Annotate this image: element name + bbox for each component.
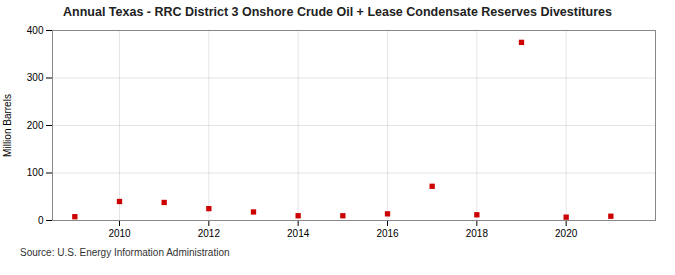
svg-text:300: 300 [27, 72, 44, 83]
svg-text:2012: 2012 [198, 228, 221, 239]
svg-text:100: 100 [27, 167, 44, 178]
html-text:Annual Texas - RRC District 3: Annual Texas - RRC District 3 Onshore Cr… [63, 5, 612, 19]
svg-text:400: 400 [27, 25, 44, 36]
svg-text:200: 200 [27, 120, 44, 131]
svg-text:2016: 2016 [376, 228, 399, 239]
svg-text:2010: 2010 [108, 228, 131, 239]
svg-text:2018: 2018 [466, 228, 489, 239]
svg-text:2014: 2014 [287, 228, 310, 239]
svg-text:0: 0 [38, 215, 44, 226]
svg-text:2020: 2020 [555, 228, 578, 239]
svg-text:Million Barrels: Million Barrels [2, 94, 13, 157]
html-text:Source: U.S. Energy Informatio: Source: U.S. Energy Information Administ… [20, 247, 230, 258]
